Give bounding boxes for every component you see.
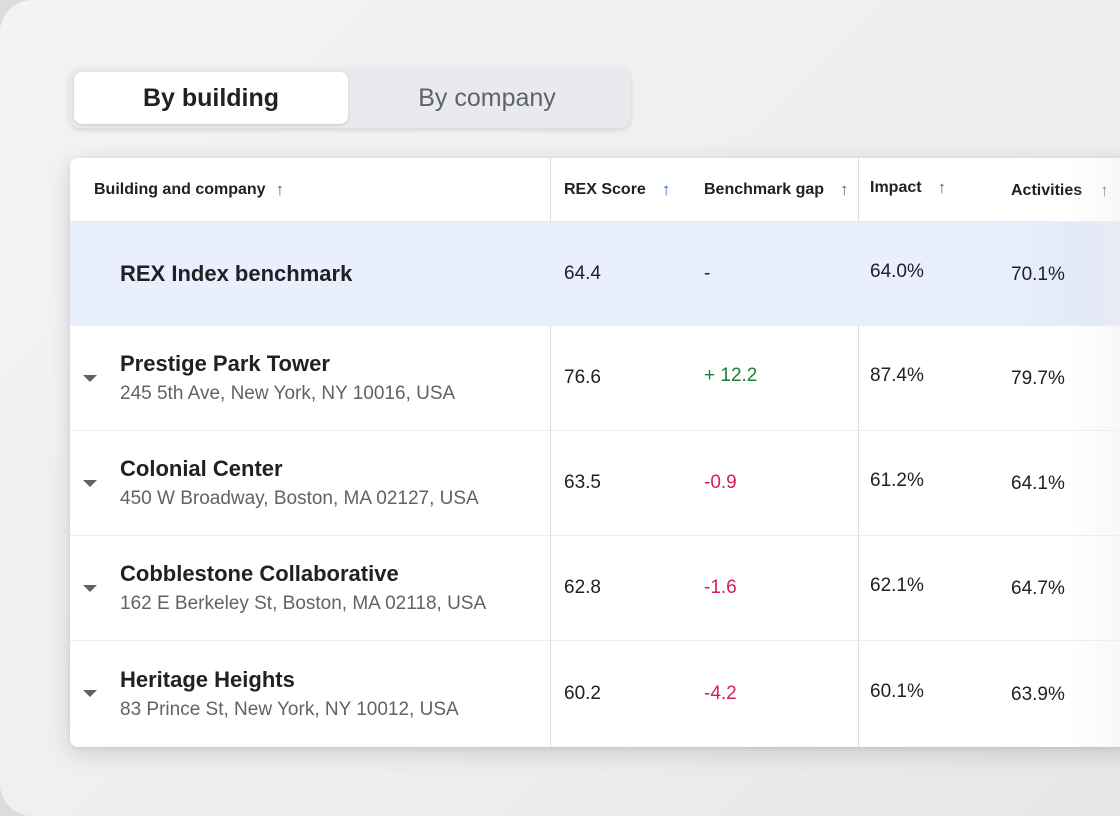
activities: 64.1% — [1011, 473, 1065, 494]
building-name: Prestige Park Tower — [120, 351, 330, 376]
expand-caret-icon[interactable] — [83, 641, 97, 746]
benchmark-row: REX Index benchmark 64.4 - 64.0% 70.1% — [70, 222, 1120, 326]
rex-score: 60.2 — [564, 682, 601, 704]
activities: 79.7% — [1011, 368, 1065, 389]
toggle-by-company[interactable]: By company — [348, 72, 626, 124]
arrow-up-icon: ↑ — [1100, 181, 1109, 200]
expand-caret-icon[interactable] — [83, 536, 97, 640]
building-address: 450 W Broadway, Boston, MA 02127, USA — [120, 488, 479, 509]
buildings-table: Building and company ↑ REX Score ↑ Bench… — [70, 158, 1120, 747]
impact: 87.4% — [870, 365, 924, 386]
expand-caret-icon[interactable] — [83, 326, 97, 430]
header-benchmark-gap[interactable]: Benchmark gap ↑ — [704, 180, 849, 199]
benchmark-score: 64.4 — [564, 262, 601, 284]
table-row[interactable]: Cobblestone Collaborative 162 E Berkeley… — [70, 536, 1120, 641]
header-rex-score[interactable]: REX Score ↑ — [564, 180, 671, 199]
building-name: Colonial Center — [120, 456, 283, 481]
building-name: Cobblestone Collaborative — [120, 561, 399, 586]
building-address: 245 5th Ave, New York, NY 10016, USA — [120, 383, 456, 404]
table-row[interactable]: Colonial Center 450 W Broadway, Boston, … — [70, 431, 1120, 536]
table-header: Building and company ↑ REX Score ↑ Bench… — [70, 158, 1120, 222]
arrow-up-icon: ↑ — [937, 178, 947, 197]
column-divider — [858, 158, 859, 747]
rex-score: 62.8 — [564, 577, 601, 598]
benchmark-impact: 64.0% — [870, 260, 924, 282]
rex-score: 63.5 — [564, 472, 601, 493]
benchmark-name: REX Index benchmark — [120, 260, 353, 286]
table-row[interactable]: Heritage Heights 83 Prince St, New York,… — [70, 641, 1120, 746]
benchmark-gap: -0.9 — [704, 472, 737, 493]
benchmark-activities: 70.1% — [1011, 263, 1065, 285]
building-address: 83 Prince St, New York, NY 10012, USA — [120, 698, 459, 720]
header-building[interactable]: Building and company ↑ — [94, 180, 285, 199]
view-toggle: By building By company — [70, 68, 630, 128]
header-activities[interactable]: Activities ↑ — [1011, 181, 1109, 200]
impact: 62.1% — [870, 575, 924, 596]
benchmark-gap: - — [704, 262, 711, 284]
benchmark-gap: -4.2 — [704, 682, 737, 704]
column-divider — [550, 158, 551, 747]
header-impact[interactable]: Impact ↑ — [870, 178, 947, 197]
impact: 61.2% — [870, 470, 924, 491]
toggle-by-building[interactable]: By building — [74, 72, 348, 124]
table-row[interactable]: Prestige Park Tower 245 5th Ave, New Yor… — [70, 326, 1120, 431]
activities: 64.7% — [1011, 578, 1065, 599]
building-address: 162 E Berkeley St, Boston, MA 02118, USA — [120, 593, 487, 614]
benchmark-gap: -1.6 — [704, 577, 737, 598]
arrow-up-icon: ↑ — [661, 180, 671, 199]
arrow-up-icon: ↑ — [275, 180, 285, 199]
building-name: Heritage Heights — [120, 666, 295, 692]
impact: 60.1% — [870, 680, 924, 702]
benchmark-gap: + 12.2 — [704, 365, 758, 386]
rex-score: 76.6 — [564, 367, 601, 388]
arrow-up-icon: ↑ — [840, 180, 849, 199]
expand-caret-icon[interactable] — [83, 431, 97, 535]
activities: 63.9% — [1011, 683, 1065, 705]
